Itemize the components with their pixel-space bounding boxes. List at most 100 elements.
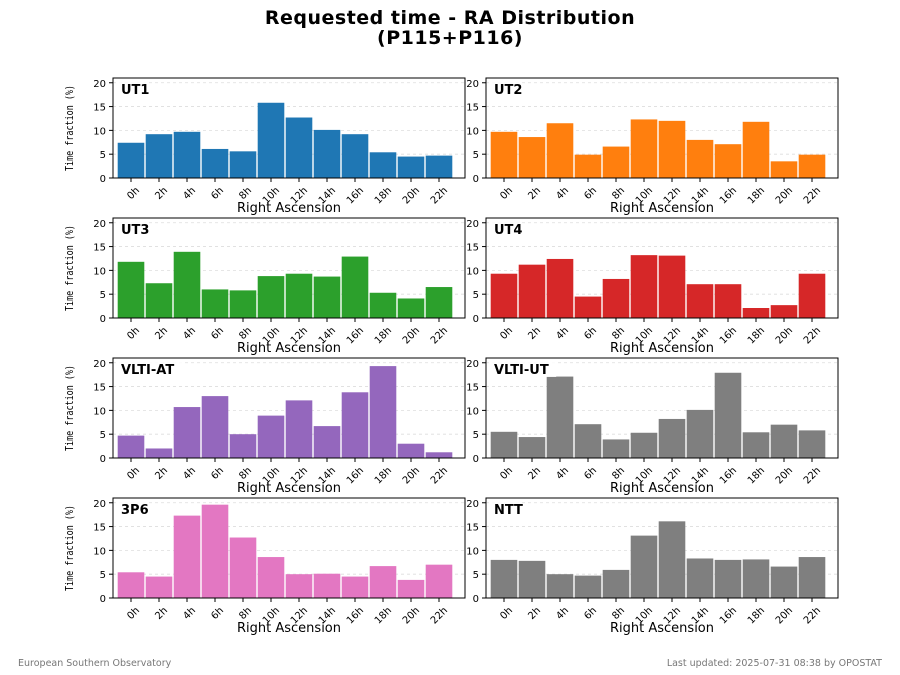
bar-ut4-12h [658,255,686,318]
y-tick-label: 20 [466,79,479,90]
panel-label: VLTI-UT [494,363,549,378]
x-tick-label: 4h [554,605,571,622]
y-tick-label: 10 [93,266,106,277]
bar-ut1-16h [341,134,369,178]
x-tick-label: 16h [718,605,739,626]
x-tick-label: 4h [181,325,198,342]
bar-3p6-14h [313,573,341,598]
axes-frame [112,217,466,319]
bar-ut2-0h [490,131,518,178]
bar-vlti-at-6h [201,396,229,458]
bar-ntt-22h [798,557,826,598]
bar-vlti-at-18h [369,366,397,458]
x-tick-label: 2h [526,605,543,622]
bar-ntt-2h [518,560,546,598]
panel-label: UT1 [121,83,149,98]
bar-vlti-ut-6h [574,424,602,458]
y-tick-label: 15 [93,523,106,534]
bar-3p6-18h [369,566,397,598]
bar-ut4-16h [714,284,742,318]
x-tick-label: 2h [153,185,170,202]
y-tick-label: 20 [93,359,106,370]
axes-frame [485,357,839,459]
bar-ut3-22h [425,287,453,318]
y-tick-label: 10 [466,266,479,277]
y-axis-label: Time fraction (%) [63,85,76,171]
axes-frame [485,497,839,599]
bar-ut1-8h [229,151,257,178]
bar-ut1-18h [369,152,397,178]
y-tick-label: 15 [466,103,479,114]
bar-ut3-14h [313,276,341,318]
bar-ut1-2h [145,134,173,178]
x-tick-label: 20h [401,605,422,626]
bar-vlti-ut-0h [490,431,518,458]
bar-vlti-at-12h [285,400,313,458]
footer-last-updated: Last updated: 2025-07-31 08:38 by OPOSTA… [666,658,882,669]
bar-ut1-12h [285,117,313,178]
x-tick-label: 0h [498,605,515,622]
chart-title-line1: Requested time - RA Distribution [264,7,636,29]
x-tick-label: 16h [345,185,366,206]
bar-vlti-ut-4h [546,376,574,458]
x-tick-label: 8h [237,185,254,202]
x-tick-label: 2h [526,185,543,202]
bar-ut3-4h [173,251,201,318]
bar-3p6-20h [397,579,425,598]
x-tick-label: 0h [125,605,142,622]
x-tick-label: 22h [429,185,450,206]
x-tick-label: 6h [209,325,226,342]
panel-label: NTT [494,503,523,518]
footer-organization: European Southern Observatory [18,658,172,669]
bar-vlti-at-8h [229,434,257,458]
bar-ut2-14h [686,139,714,178]
axes-frame [485,217,839,319]
bar-ntt-14h [686,558,714,598]
x-tick-label: 20h [774,185,795,206]
x-tick-label: 22h [802,465,823,486]
bar-3p6-8h [229,537,257,598]
x-tick-label: 18h [373,605,394,626]
panel-label-backdrop [119,501,149,517]
bar-vlti-at-4h [173,407,201,458]
y-tick-label: 10 [93,546,106,557]
bar-vlti-at-10h [257,415,285,458]
bar-ntt-12h [658,521,686,598]
x-tick-label: 2h [153,325,170,342]
y-tick-label: 15 [466,523,479,534]
bar-ut2-10h [630,119,658,178]
y-tick-label: 5 [100,150,106,161]
x-tick-label: 6h [209,605,226,622]
bar-ut2-22h [798,154,826,178]
axes-frame [112,497,466,599]
y-tick-label: 15 [466,243,479,254]
x-axis-label: Right Ascension [610,341,714,356]
x-tick-label: 20h [774,465,795,486]
x-tick-label: 20h [401,325,422,346]
y-tick-label: 0 [473,594,479,605]
y-tick-label: 10 [93,126,106,137]
x-tick-label: 22h [429,465,450,486]
x-tick-label: 16h [718,185,739,206]
y-tick-label: 10 [93,406,106,417]
x-tick-label: 4h [181,605,198,622]
bar-ntt-4h [546,574,574,598]
x-tick-label: 8h [237,465,254,482]
y-tick-label: 15 [466,383,479,394]
x-tick-label: 18h [373,325,394,346]
x-axis-label: Right Ascension [237,201,341,216]
y-tick-label: 20 [466,359,479,370]
bar-ut2-6h [574,154,602,178]
y-tick-label: 10 [466,546,479,557]
bar-vlti-ut-14h [686,409,714,458]
bar-vlti-ut-16h [714,372,742,458]
x-axis-label: Right Ascension [237,481,341,496]
y-tick-label: 5 [100,430,106,441]
panel-label-backdrop [492,501,522,517]
x-tick-label: 18h [746,325,767,346]
axes-frame [112,77,466,179]
chart-title: Requested time - RA Distribution (P115+P… [0,8,900,48]
x-tick-label: 18h [373,185,394,206]
